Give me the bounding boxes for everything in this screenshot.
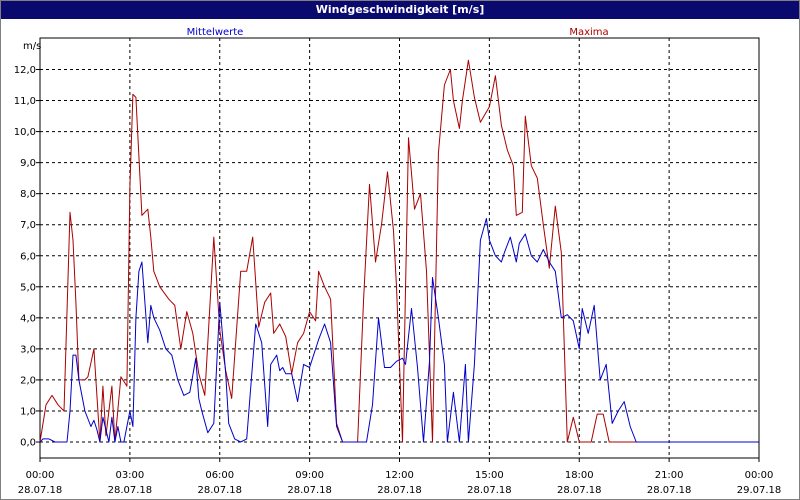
legend-label-max: Maxima — [569, 27, 608, 38]
y-tick-label: 1,0 — [20, 406, 36, 417]
x-tick-date: 28.07.18 — [197, 485, 242, 496]
y-tick-label: 11,0 — [14, 96, 36, 107]
y-axis-label: m/s — [23, 41, 41, 52]
y-tick-label: 4,0 — [20, 313, 36, 324]
x-tick-time: 03:00 — [115, 470, 144, 481]
y-tick-label: 8,0 — [20, 189, 36, 200]
y-tick-label: 0,0 — [20, 438, 36, 449]
x-tick-time: 18:00 — [565, 470, 594, 481]
x-tick-time: 00:00 — [26, 470, 55, 481]
y-tick-label: 3,0 — [20, 344, 36, 355]
x-tick-date: 28.07.18 — [377, 485, 422, 496]
legend-label-mean: Mittelwerte — [187, 27, 244, 38]
y-tick-label: 7,0 — [20, 220, 36, 231]
y-tick-label: 10,0 — [14, 127, 36, 138]
x-tick-time: 15:00 — [475, 470, 504, 481]
x-tick-date: 28.07.18 — [557, 485, 602, 496]
y-tick-label: 9,0 — [20, 158, 36, 169]
y-tick-label: 6,0 — [20, 251, 36, 262]
x-tick-date: 28.07.18 — [647, 485, 692, 496]
series-line-mean — [39, 218, 759, 443]
x-tick-time: 21:00 — [655, 470, 684, 481]
x-tick-date: 28.07.18 — [287, 485, 332, 496]
x-tick-time: 00:00 — [745, 470, 774, 481]
x-tick-date: 29.07.18 — [737, 485, 782, 496]
x-tick-date: 28.07.18 — [467, 485, 512, 496]
x-tick-time: 06:00 — [205, 470, 234, 481]
y-tick-label: 5,0 — [20, 282, 36, 293]
y-tick-label: 12,0 — [14, 65, 36, 76]
x-tick-date: 28.07.18 — [108, 485, 153, 496]
y-tick-label: 2,0 — [20, 375, 36, 386]
x-tick-time: 09:00 — [295, 470, 324, 481]
x-tick-time: 12:00 — [385, 470, 414, 481]
x-tick-date: 28.07.18 — [18, 485, 63, 496]
chart-title: Windgeschwindigkeit [m/s] — [1, 1, 799, 19]
